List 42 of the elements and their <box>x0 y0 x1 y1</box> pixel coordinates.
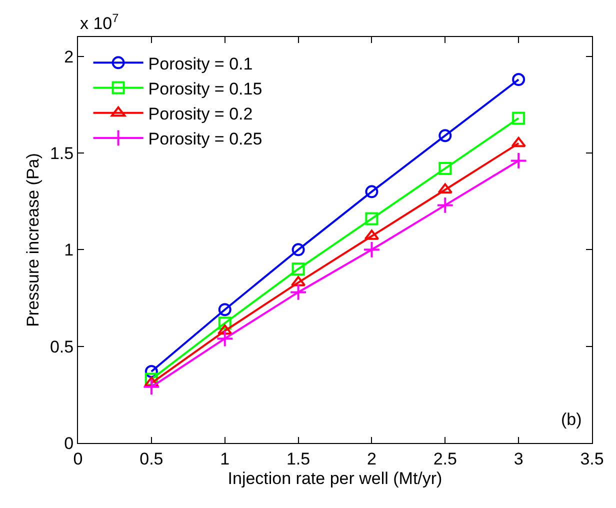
point <box>436 196 454 214</box>
point <box>510 152 528 170</box>
x-tick-label: 2.5 <box>433 449 457 468</box>
y-tick-label: 1.5 <box>50 144 74 163</box>
x-tick-label: 1.5 <box>286 449 310 468</box>
point <box>512 112 526 125</box>
point <box>292 243 305 256</box>
point <box>144 376 159 387</box>
y-axis-title: Pressure increase (Pa) <box>24 153 43 327</box>
x-tick-label: 1 <box>220 449 230 468</box>
annotation: (b) <box>561 410 582 429</box>
point <box>142 378 160 396</box>
point <box>290 284 307 301</box>
y-tick-label: 0 <box>64 434 74 453</box>
x-tick-label: 0.5 <box>140 449 164 468</box>
point <box>144 372 158 386</box>
point <box>365 185 378 198</box>
legend-label: Porosity = 0.1 <box>148 54 253 74</box>
legend-label: Porosity = 0.2 <box>148 104 253 124</box>
point <box>512 73 526 86</box>
x-tick-label: 3 <box>514 449 524 468</box>
legend-label: Porosity = 0.25 <box>148 130 262 149</box>
point <box>292 262 305 276</box>
point <box>144 364 158 378</box>
x-tick-label: 3.5 <box>580 449 604 468</box>
point <box>365 212 378 226</box>
point <box>218 316 232 330</box>
point <box>511 136 526 148</box>
point <box>218 303 232 316</box>
y-tick-label: 2 <box>64 47 74 66</box>
point <box>438 162 452 175</box>
y-tick-label: 0.5 <box>50 337 74 356</box>
point <box>363 240 380 258</box>
y-tick-label: 1 <box>64 240 74 260</box>
text: x 10$^{7}$ <box>80 11 120 34</box>
x-tick-label: 2 <box>366 449 376 468</box>
point <box>218 324 232 335</box>
point <box>216 330 234 348</box>
point <box>438 183 452 194</box>
x-axis-title: Injection rate per well (Mt/yr) <box>228 468 442 488</box>
point <box>438 129 452 142</box>
legend-label: Porosity = 0.15 <box>148 79 262 98</box>
